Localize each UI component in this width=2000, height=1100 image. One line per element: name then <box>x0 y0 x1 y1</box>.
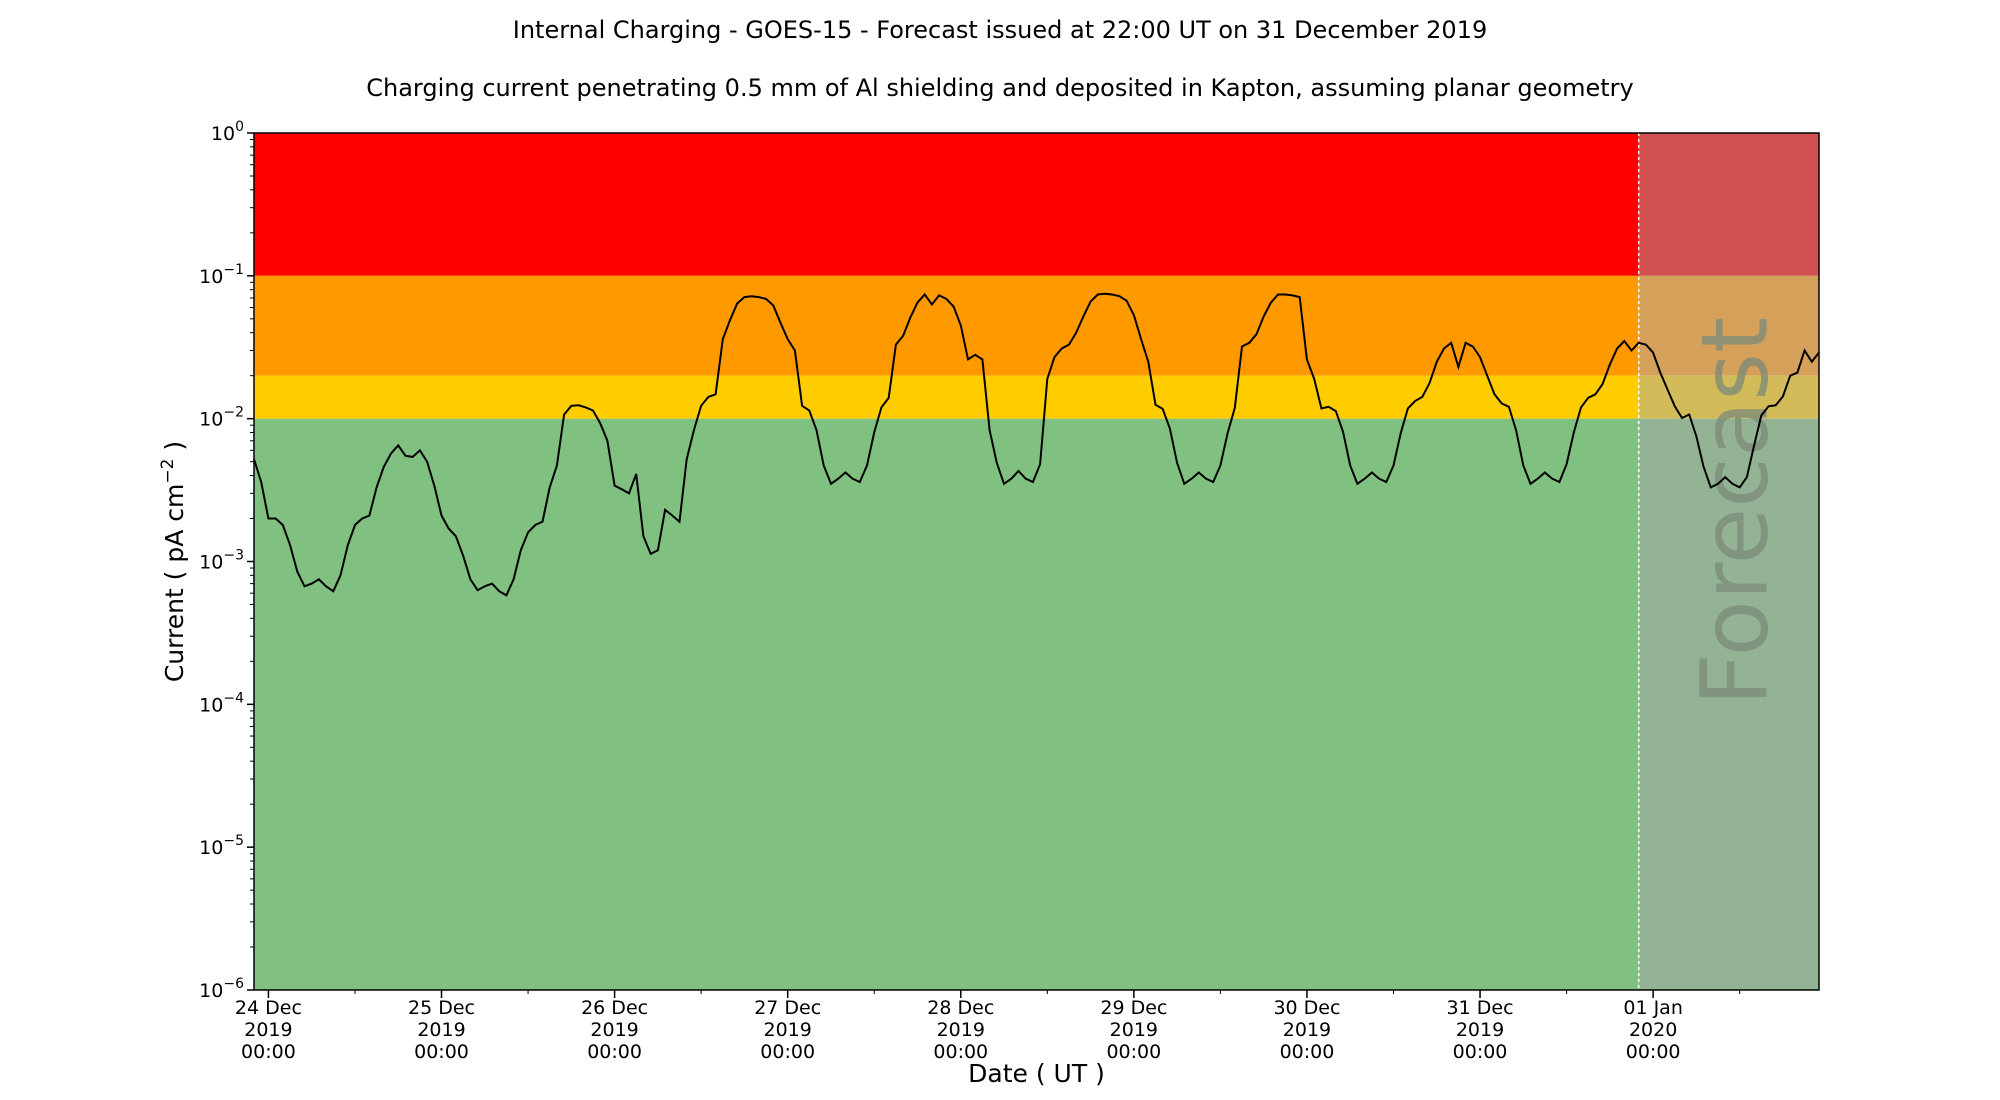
y-tick-base: 10 <box>211 123 235 145</box>
x-tick-label: 31 Dec <box>1447 997 1514 1019</box>
forecast-label: Forecast <box>1681 317 1788 706</box>
forecast-band-2 <box>1638 375 1819 419</box>
x-tick-label: 29 Dec <box>1100 997 1167 1019</box>
alert-band-3 <box>254 418 1639 991</box>
x-tick-label: 00:00 <box>1280 1041 1335 1063</box>
x-tick-label: 00:00 <box>241 1041 296 1063</box>
x-tick-label: 24 Dec <box>235 997 302 1019</box>
y-tick-exponent: −2 <box>223 405 244 421</box>
x-tick-label: 00:00 <box>1106 1041 1161 1063</box>
x-tick-label: 00:00 <box>933 1041 988 1063</box>
y-tick-exponent: −3 <box>223 548 244 564</box>
y-tick-label: 10−6 <box>199 976 244 1002</box>
x-tick-label: 25 Dec <box>408 997 475 1019</box>
y-axis-label-main: Current ( pA cm <box>160 484 189 683</box>
x-tick-label: 2019 <box>590 1019 638 1041</box>
forecast-band-0 <box>1638 133 1819 276</box>
y-tick-base: 10 <box>199 552 223 574</box>
y-tick-label: 10−3 <box>199 548 244 574</box>
x-tick-label: 26 Dec <box>581 997 648 1019</box>
y-tick-exponent: −1 <box>223 262 244 278</box>
y-tick-exponent: −6 <box>223 976 244 992</box>
x-tick-label: 00:00 <box>1453 1041 1508 1063</box>
y-tick-exponent: 0 <box>235 119 244 135</box>
y-tick-base: 10 <box>199 266 223 288</box>
chart-subtitle: Charging current penetrating 0.5 mm of A… <box>366 74 1634 102</box>
x-tick-label: 01 Jan <box>1623 997 1683 1019</box>
x-tick-label: 2019 <box>764 1019 812 1041</box>
y-tick-label: 10−5 <box>199 833 244 859</box>
forecast-band-3 <box>1638 418 1819 991</box>
y-tick-base: 10 <box>199 409 223 431</box>
x-tick-label: 00:00 <box>587 1041 642 1063</box>
x-tick-label: 00:00 <box>1626 1041 1681 1063</box>
y-tick-label: 100 <box>211 119 244 145</box>
y-tick-exponent: −4 <box>223 690 244 706</box>
x-tick-label: 00:00 <box>760 1041 815 1063</box>
x-tick-label: 2020 <box>1629 1019 1677 1041</box>
x-tick-label: 28 Dec <box>927 997 994 1019</box>
y-tick-base: 10 <box>199 837 223 859</box>
x-tick-label: 2019 <box>1283 1019 1331 1041</box>
x-tick-label: 00:00 <box>414 1041 469 1063</box>
x-tick-label: 2019 <box>417 1019 465 1041</box>
x-tick-label: 2019 <box>937 1019 985 1041</box>
forecast-band-1 <box>1638 275 1819 376</box>
x-tick-label: 27 Dec <box>754 997 821 1019</box>
alert-band-1 <box>254 275 1639 376</box>
y-tick-exponent: −5 <box>223 833 244 849</box>
alert-band-2 <box>254 375 1639 419</box>
x-tick-label: 30 Dec <box>1273 997 1340 1019</box>
y-axis-label-exponent: −2 <box>158 459 178 484</box>
x-tick-label: 2019 <box>1456 1019 1504 1041</box>
y-tick-label: 10−4 <box>199 690 244 716</box>
forecast-shading <box>1638 133 1819 991</box>
x-tick-label: 2019 <box>1110 1019 1158 1041</box>
y-tick-base: 10 <box>199 980 223 1002</box>
alert-bands <box>254 133 1639 991</box>
alert-band-0 <box>254 133 1639 276</box>
y-axis-label-end: ) <box>160 441 189 459</box>
x-tick-label: 2019 <box>244 1019 292 1041</box>
y-tick-base: 10 <box>199 694 223 716</box>
y-tick-label: 10−1 <box>199 262 244 288</box>
y-axis-label: Current ( pA cm−2 ) <box>158 441 189 682</box>
series-line <box>253 292 1820 597</box>
y-tick-label: 10−2 <box>199 405 244 431</box>
chart-title: Internal Charging - GOES-15 - Forecast i… <box>512 16 1488 44</box>
x-axis-label: Date ( UT ) <box>968 1059 1105 1088</box>
